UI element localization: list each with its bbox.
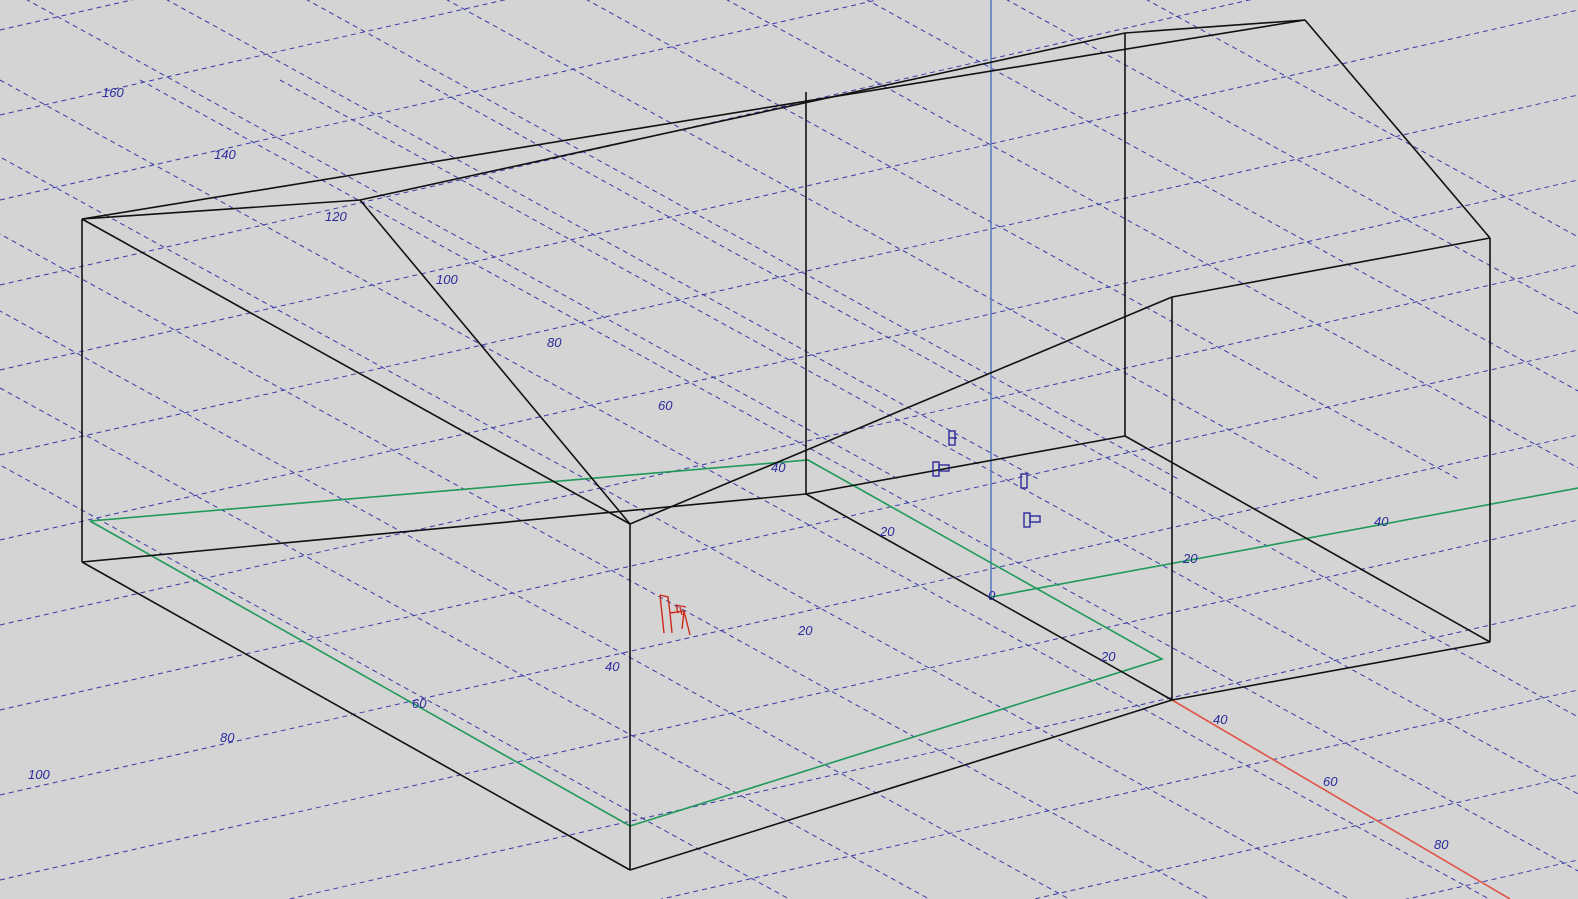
grid-line [0, 156, 1351, 899]
grid-line [279, 79, 1578, 795]
wall-bottom-edge [629, 699, 1173, 871]
interior-edge [1124, 435, 1491, 643]
building-wireframe [81, 19, 1491, 871]
tick-label: 0 [988, 588, 996, 603]
grid-line [139, 79, 1578, 872]
grid-line [0, 233, 1211, 899]
fixture-icons[interactable] [932, 430, 1041, 528]
grid-line [419, 79, 1578, 718]
roof-edge [1304, 19, 1491, 239]
tick-label: 120 [325, 209, 347, 224]
grid-line [166, 0, 1041, 481]
grid-line [0, 310, 1071, 899]
tick-label: 80 [547, 335, 562, 350]
grid-line [586, 0, 1461, 481]
fixture-icon[interactable] [1020, 473, 1028, 489]
tick-label: 80 [220, 730, 235, 745]
hip-edge [359, 199, 631, 525]
tick-label: 20 [797, 623, 813, 638]
tick-label: 140 [214, 147, 236, 162]
roof-edge [359, 32, 1126, 201]
back-bottom-edge [81, 493, 807, 563]
roof-edge [1124, 19, 1306, 34]
grid-line [26, 0, 901, 481]
grid-line [0, 79, 1491, 899]
grid-line [1146, 0, 1578, 238]
grid-line [866, 0, 1578, 392]
roof-edge [1171, 237, 1491, 298]
tick-label: 20 [879, 524, 895, 539]
grid-line [726, 0, 1578, 469]
grid-line [0, 387, 931, 899]
tick-label: 40 [605, 659, 620, 674]
roof-edge [629, 296, 1173, 525]
interior-edge [805, 493, 1173, 701]
y-axis-line [990, 487, 1578, 598]
tick-label: 20 [1100, 649, 1116, 664]
roof-edge [81, 199, 361, 220]
tick-label: 160 [102, 85, 124, 100]
tick-label: 60 [1323, 774, 1338, 789]
fixture-icon[interactable] [948, 430, 957, 446]
tick-label: 40 [1374, 514, 1389, 529]
tick-label: 40 [771, 460, 786, 475]
grid-line [1006, 0, 1578, 315]
tick-label: 100 [436, 272, 458, 287]
tick-label: 60 [412, 696, 427, 711]
grid-line [446, 0, 1321, 481]
tick-label: 40 [1213, 712, 1228, 727]
wall-bottom-edge [1171, 641, 1491, 701]
wall-bottom-edge [81, 561, 631, 871]
chair-icon[interactable] [659, 594, 691, 636]
tick-label: 20 [1182, 551, 1198, 566]
tick-label: 100 [28, 767, 50, 782]
tick-label: 60 [658, 398, 673, 413]
floor-outline-path [89, 459, 1165, 827]
floor-outline [89, 459, 1578, 827]
fixture-icon[interactable] [1023, 512, 1041, 528]
roof-ridge-edge [81, 19, 1306, 220]
tick-labels: 160 140 120 100 80 60 40 20 20 40 60 80 … [28, 85, 1449, 852]
tick-label: 80 [1434, 837, 1449, 852]
x-axis-line [1171, 699, 1511, 899]
fixture-icon[interactable] [932, 461, 950, 477]
wall-top-edge [81, 218, 631, 525]
back-bottom-edge [805, 435, 1126, 495]
grid-line [306, 0, 1181, 481]
